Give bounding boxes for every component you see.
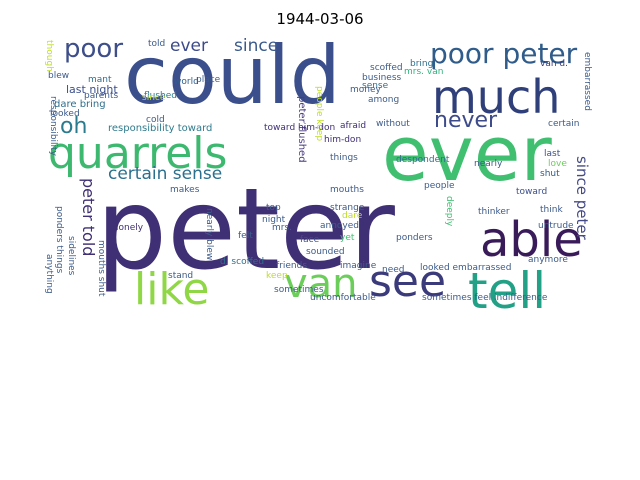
cloud-word: responsibility toward — [108, 123, 213, 134]
cloud-word: quarrels — [48, 128, 228, 179]
cloud-word: afraid — [340, 121, 367, 131]
cloud-word: since — [142, 93, 166, 103]
cloud-word: ever — [382, 109, 552, 198]
cloud-word: much — [432, 70, 561, 124]
cloud-word: strange — [330, 203, 365, 213]
cloud-word: nearly blew — [204, 208, 214, 261]
cloud-word: mrs. — [272, 223, 293, 233]
cloud-word: bring — [410, 59, 434, 69]
cloud-word: responsibility — [48, 96, 58, 156]
cloud-word: sounded — [306, 247, 345, 257]
cloud-word: oh — [60, 114, 88, 139]
cloud-word: imagine — [340, 261, 377, 271]
cloud-word: without — [376, 119, 410, 129]
cloud-word: embarrassed — [582, 52, 592, 111]
cloud-word: top — [266, 203, 281, 213]
cloud-word: dare bring — [54, 99, 106, 110]
cloud-word: love — [548, 159, 567, 169]
cloud-word: toward him-don — [264, 123, 336, 133]
cloud-word: business — [362, 73, 402, 83]
cloud-word: people — [424, 181, 455, 191]
cloud-word: annoyed — [320, 221, 360, 231]
cloud-word: need — [382, 265, 405, 275]
cloud-word: untrude — [538, 221, 574, 231]
cloud-word: certain — [548, 119, 580, 129]
cloud-word: anymore — [528, 255, 568, 265]
cloud-word: dare — [342, 211, 363, 221]
cloud-word: though — [44, 40, 54, 72]
cloud-word: mant — [88, 75, 112, 85]
cloud-word: stand — [168, 271, 194, 281]
cloud-word: van — [284, 261, 358, 307]
cloud-word: tell — [468, 262, 547, 314]
cloud-word: could — [124, 36, 341, 122]
cloud-word: world — [174, 77, 199, 87]
chart-title: 1944-03-06 — [276, 10, 364, 28]
cloud-word: mouths shut — [96, 240, 106, 297]
word-cloud: peter could ever much quarrels able tell… — [44, 36, 600, 314]
cloud-word: sometimes feel indifference — [422, 293, 548, 303]
cloud-word: blew — [48, 71, 70, 81]
cloud-word: mouths — [330, 185, 364, 195]
cloud-word: since peter — [573, 156, 591, 240]
cloud-word: poor — [64, 36, 124, 64]
cloud-word: peter — [96, 165, 395, 295]
cloud-word: told — [148, 39, 166, 49]
cloud-word: last — [544, 149, 561, 159]
cloud-word: sidelines — [66, 236, 76, 276]
cloud-word: see — [369, 256, 447, 307]
cloud-word: looked — [50, 109, 80, 119]
cloud-word: money — [350, 85, 381, 95]
cloud-word: peter flushed — [296, 96, 307, 163]
cloud-word: lonely — [116, 223, 144, 233]
cloud-word: flushed — [144, 91, 178, 101]
cloud-word: face — [300, 235, 320, 245]
cloud-word: scoffed — [370, 63, 403, 73]
cloud-word: uncomfortable — [310, 293, 376, 303]
cloud-word: ever — [170, 36, 208, 56]
cloud-word: people keep — [314, 86, 324, 142]
cloud-word: sense — [362, 81, 389, 91]
cloud-word: ponders things — [54, 206, 64, 274]
cloud-word: never — [434, 108, 498, 133]
cloud-word: shut — [540, 169, 560, 179]
cloud-word: friends — [276, 261, 308, 271]
cloud-word: things — [330, 153, 358, 163]
cloud-word: him-don — [324, 135, 362, 145]
cloud-word: looked embarrassed — [420, 263, 512, 273]
cloud-word: felt — [238, 231, 253, 241]
cloud-word: despondent — [396, 155, 450, 165]
cloud-word: deeply — [444, 196, 454, 227]
cloud-word: sometimes — [274, 285, 324, 295]
cloud-word: d. scoffed — [220, 257, 265, 267]
cloud-word: peter told — [79, 178, 98, 257]
cloud-word: keep — [266, 271, 288, 281]
cloud-word: van d. — [540, 59, 568, 69]
cloud-word: since — [234, 36, 279, 56]
cloud-word: makes — [170, 185, 200, 195]
cloud-word: yet — [340, 233, 355, 243]
cloud-word: mrs. van — [404, 67, 444, 77]
cloud-word: among — [368, 95, 400, 105]
cloud-word: poor peter — [430, 37, 578, 70]
cloud-word: place — [196, 75, 221, 85]
cloud-word: cold — [146, 115, 165, 125]
cloud-word: nearly — [474, 159, 503, 169]
cloud-word: toward — [516, 187, 548, 197]
cloud-word: ponders — [396, 233, 433, 243]
cloud-word: anything — [44, 254, 54, 294]
cloud-word: like — [134, 264, 210, 314]
cloud-word: think — [540, 205, 563, 215]
cloud-word: parents — [84, 91, 119, 101]
cloud-word: night — [262, 215, 286, 225]
cloud-word: able — [480, 212, 583, 268]
cloud-word: last night — [66, 83, 118, 96]
cloud-word: certain sense — [108, 164, 223, 184]
cloud-word: thinker — [478, 207, 510, 217]
